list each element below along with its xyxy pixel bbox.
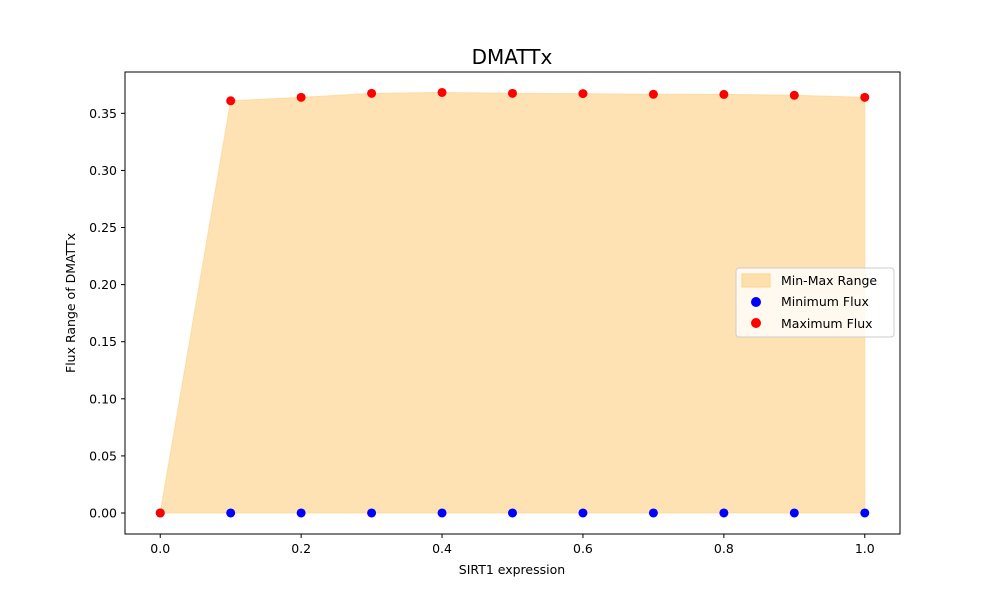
minimum-flux-point bbox=[508, 508, 517, 518]
minimum-flux-point bbox=[367, 508, 377, 518]
maximum-flux-point bbox=[296, 92, 306, 102]
y-tick-label: 0.25 bbox=[89, 220, 117, 235]
y-tick-label: 0.20 bbox=[89, 277, 117, 292]
minimum-flux-point bbox=[437, 508, 447, 518]
minimum-flux-point bbox=[860, 508, 870, 518]
maximum-flux-point bbox=[226, 96, 236, 106]
x-tick-label: 0.2 bbox=[291, 541, 311, 556]
legend-swatch-minimum-flux bbox=[751, 297, 761, 307]
minimum-flux-point bbox=[226, 508, 236, 518]
maximum-flux-point bbox=[578, 89, 588, 99]
maximum-flux-point bbox=[367, 88, 377, 98]
maximum-flux-point bbox=[860, 92, 870, 102]
y-axis: 0.00 0.05 0.10 0.15 0.20 0.25 0.30 0.35 bbox=[89, 106, 125, 520]
x-axis-label: SIRT1 expression bbox=[459, 562, 565, 577]
x-axis: 0.0 0.2 0.4 0.6 0.8 1.0 bbox=[150, 534, 875, 556]
maximum-flux-point bbox=[437, 87, 447, 97]
legend: Min-Max Range Minimum Flux Maximum Flux bbox=[735, 267, 895, 338]
maximum-flux-point bbox=[508, 88, 517, 98]
legend-box bbox=[735, 267, 895, 338]
y-tick-label: 0.00 bbox=[89, 505, 117, 520]
y-tick-label: 0.10 bbox=[89, 391, 117, 406]
maximum-flux-point bbox=[155, 508, 165, 518]
y-tick-label: 0.35 bbox=[89, 106, 117, 121]
y-tick-label: 0.15 bbox=[89, 334, 117, 349]
y-tick-label: 0.30 bbox=[89, 163, 117, 178]
maximum-flux-point bbox=[648, 89, 658, 99]
legend-swatch-maximum-flux bbox=[751, 318, 761, 328]
x-tick-label: 0.0 bbox=[150, 541, 170, 556]
minimum-flux-point bbox=[578, 508, 588, 518]
chart-title: DMATTx bbox=[472, 45, 553, 69]
y-tick-label: 0.05 bbox=[89, 448, 117, 463]
x-tick-label: 0.8 bbox=[714, 541, 734, 556]
legend-label-maximum-flux: Maximum Flux bbox=[781, 316, 873, 331]
y-axis-label: Flux Range of DMATTx bbox=[63, 233, 78, 373]
x-tick-label: 0.6 bbox=[573, 541, 593, 556]
minimum-flux-point bbox=[296, 508, 306, 518]
legend-swatch-range bbox=[741, 273, 771, 288]
x-tick-label: 0.4 bbox=[432, 541, 452, 556]
maximum-flux-point bbox=[719, 89, 729, 99]
legend-label-minimum-flux: Minimum Flux bbox=[781, 294, 869, 309]
minimum-flux-point bbox=[789, 508, 799, 518]
maximum-flux-point bbox=[789, 90, 799, 100]
minimum-flux-point bbox=[648, 508, 658, 518]
legend-label-range: Min-Max Range bbox=[781, 273, 877, 288]
plot-frame bbox=[124, 71, 901, 535]
minimum-flux-point bbox=[719, 508, 729, 518]
x-tick-label: 1.0 bbox=[855, 541, 875, 556]
